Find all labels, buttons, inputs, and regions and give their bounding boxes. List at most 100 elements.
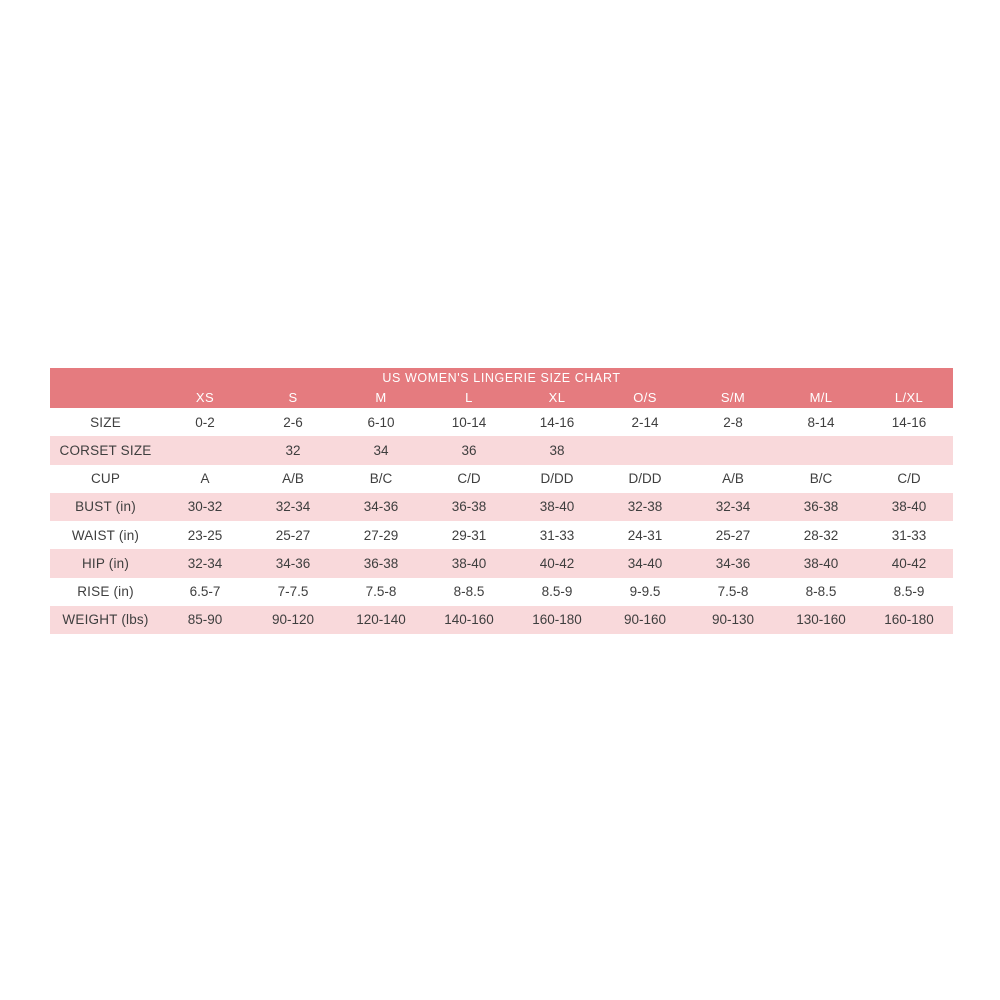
table-cell: 31-33	[891, 527, 927, 543]
table-cell: 25-27	[275, 527, 311, 543]
table-cell: B/C	[809, 471, 833, 487]
table-row: WAIST (in) 23-25 25-27 27-29 29-31 31-33 24-31…	[50, 521, 953, 550]
table-cell: 38-40	[803, 555, 839, 571]
table-cell: A/B	[282, 471, 304, 487]
table-cell	[777, 436, 865, 464]
table-cell: 38-40	[891, 499, 927, 515]
table-cell: 6-10	[367, 414, 395, 430]
table-cell: 27-29	[363, 527, 399, 543]
table-cell: 24-31	[627, 527, 663, 543]
table-cell: 32-34	[187, 555, 223, 571]
column-header: S/M	[720, 389, 746, 405]
table-cell: 14-16	[539, 414, 575, 430]
table-cell: D/DD	[540, 471, 574, 487]
table-cell: 9-9.5	[629, 584, 661, 600]
row-label: CORSET SIZE	[59, 442, 152, 458]
table-cell: 130-160	[796, 612, 846, 628]
table-cell: 120-140	[356, 612, 406, 628]
row-label: RISE (in)	[77, 584, 134, 600]
table-cell: 23-25	[187, 527, 223, 543]
table-cell: 36-38	[363, 555, 399, 571]
table-cell: 34-36	[363, 499, 399, 515]
table-cell: 90-160	[623, 612, 667, 628]
table-cell: A	[200, 471, 210, 487]
table-cell: 8-8.5	[453, 584, 485, 600]
table-cell: 40-42	[891, 555, 927, 571]
row-label: CUP	[90, 471, 121, 487]
column-header: XS	[195, 389, 215, 405]
column-header-spacer	[50, 388, 161, 408]
row-label: SIZE	[90, 414, 121, 430]
table-body: SIZE 0-2 2-6 6-10 10-14 14-16 2-14 2-8 8-14 14-16…	[50, 408, 953, 634]
table-cell: 7.5-8	[365, 584, 397, 600]
table-cell: 90-120	[271, 612, 315, 628]
table-cell: 36-38	[803, 499, 839, 515]
table-header: US WOMEN'S LINGERIE SIZE CHART XS S M L XL O/…	[50, 368, 953, 408]
row-label: BUST (in)	[75, 499, 136, 515]
table-cell: D/DD	[628, 471, 662, 487]
table-cell: 32-34	[275, 499, 311, 515]
table-row: BUST (in) 30-32 32-34 34-36 36-38 38-40 32-38 3…	[50, 492, 953, 521]
table-cell: 38-40	[451, 555, 487, 571]
table-cell: 34	[373, 442, 389, 458]
table-cell: 38	[549, 442, 565, 458]
column-header: M	[375, 389, 387, 405]
table-cell: B/C	[369, 471, 393, 487]
table-cell: 30-32	[187, 499, 223, 515]
table-cell: 160-180	[532, 612, 582, 628]
table-cell	[601, 436, 689, 464]
table-cell	[689, 436, 777, 464]
table-cell: 2-14	[631, 414, 659, 430]
table-cell: 2-8	[723, 414, 743, 430]
column-header: S	[288, 389, 298, 405]
row-label: WEIGHT (lbs)	[62, 612, 149, 628]
table-cell: 25-27	[715, 527, 751, 543]
table-row: CORSET SIZE 32 34 36 38	[50, 436, 953, 465]
table-cell: A/B	[722, 471, 744, 487]
table-cell: 10-14	[451, 414, 487, 430]
column-header: O/S	[633, 389, 657, 405]
lingerie-size-chart: US WOMEN'S LINGERIE SIZE CHART XS S M L XL O/…	[50, 368, 953, 634]
table-cell: 0-2	[195, 414, 215, 430]
table-row: HIP (in) 32-34 34-36 36-38 38-40 40-42 34-40 34…	[50, 549, 953, 578]
table-cell: 40-42	[539, 555, 575, 571]
table-cell: 8.5-9	[541, 584, 573, 600]
table-cell: 38-40	[539, 499, 575, 515]
chart-title: US WOMEN'S LINGERIE SIZE CHART	[382, 371, 621, 385]
table-cell: 31-33	[539, 527, 575, 543]
table-cell: 8-8.5	[805, 584, 837, 600]
table-cell: 6.5-7	[189, 584, 221, 600]
table-cell: 8.5-9	[893, 584, 925, 600]
column-header: M/L	[809, 389, 833, 405]
table-cell: 160-180	[884, 612, 934, 628]
table-row: WEIGHT (lbs) 85-90 90-120 120-140 140-160 160…	[50, 605, 953, 634]
table-cell: 90-130	[711, 612, 755, 628]
table-cell: 34-40	[627, 555, 663, 571]
column-header-row: XS S M L XL O/S S/M M/L L/XL	[50, 388, 953, 408]
table-cell: 36	[461, 442, 477, 458]
table-cell	[161, 436, 249, 464]
table-row: CUP A A/B B/C C/D D/DD D/DD A/B B/C C/D	[50, 464, 953, 493]
table-cell: 7-7.5	[277, 584, 309, 600]
table-cell: 14-16	[891, 414, 927, 430]
column-header: XL	[548, 389, 566, 405]
table-cell: 34-36	[715, 555, 751, 571]
row-label: WAIST (in)	[71, 527, 140, 543]
table-row: SIZE 0-2 2-6 6-10 10-14 14-16 2-14 2-8 8-14 14-16	[50, 408, 953, 437]
table-cell	[865, 436, 953, 464]
row-label: HIP (in)	[81, 555, 130, 571]
table-cell: 36-38	[451, 499, 487, 515]
table-cell: 8-14	[807, 414, 835, 430]
table-cell: C/D	[457, 471, 481, 487]
table-cell: 2-6	[283, 414, 303, 430]
table-cell: 7.5-8	[717, 584, 749, 600]
table-cell: 32-38	[627, 499, 663, 515]
table-row: RISE (in) 6.5-7 7-7.5 7.5-8 8-8.5 8.5-9 9-9.5 7…	[50, 577, 953, 606]
table-cell: 28-32	[803, 527, 839, 543]
column-header: L	[465, 389, 473, 405]
table-cell: 32	[285, 442, 301, 458]
table-cell: 140-160	[444, 612, 494, 628]
table-cell: 34-36	[275, 555, 311, 571]
column-header: L/XL	[894, 389, 924, 405]
table-cell: 85-90	[187, 612, 223, 628]
